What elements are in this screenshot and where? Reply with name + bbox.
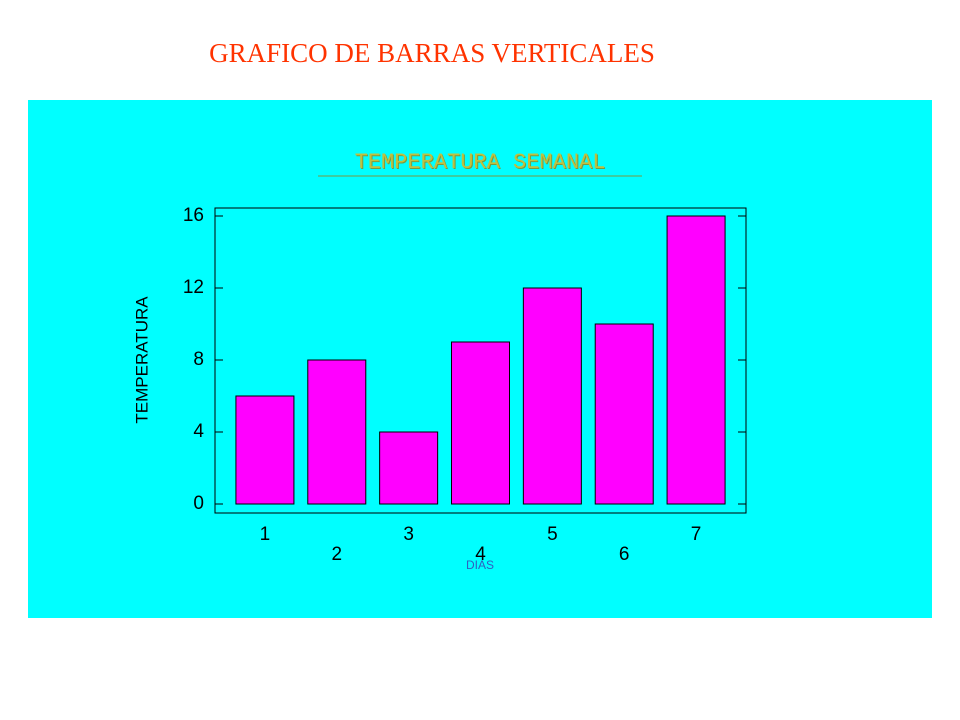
bar (522, 287, 582, 505)
bar (594, 323, 654, 505)
x-tick-label: 2 (331, 544, 342, 565)
y-tick-label: 0 (193, 493, 204, 514)
y-tick-label: 8 (193, 349, 204, 370)
chart-title-shadow: TEMPERATURA SEMANAL (356, 151, 607, 176)
x-tick-label: 5 (547, 524, 558, 545)
bar (379, 431, 439, 505)
x-tick-label: 4 (475, 544, 486, 565)
x-axis-label: DIAS (466, 558, 494, 572)
bar (451, 341, 510, 505)
y-tick-label: 4 (193, 421, 204, 442)
page-title: GRAFICO DE BARRAS VERTICALES (209, 38, 655, 68)
chart-title: TEMPERATURA SEMANAL (355, 150, 606, 175)
y-axis-label: TEMPERATURA (132, 296, 151, 424)
x-tick-label: 3 (403, 524, 414, 545)
bar (666, 215, 726, 505)
y-tick-label: 16 (183, 205, 204, 226)
bar (307, 359, 367, 505)
x-tick-label: 1 (260, 524, 271, 545)
bar (235, 395, 295, 505)
x-tick-label: 7 (691, 524, 702, 545)
y-tick-label: 12 (183, 277, 204, 298)
x-tick-label: 6 (619, 544, 630, 565)
